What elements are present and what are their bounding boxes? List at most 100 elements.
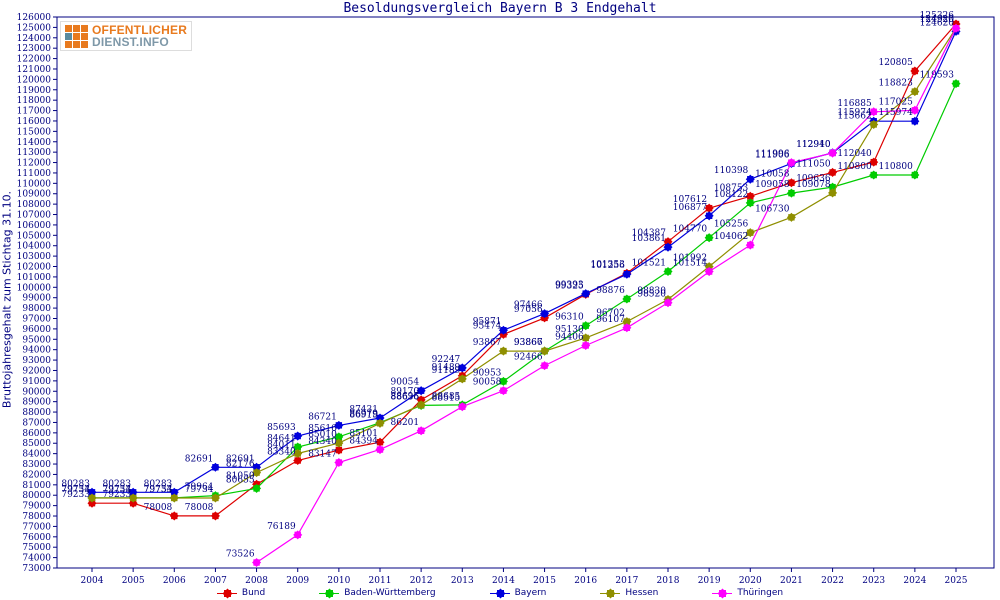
data-point-marker	[498, 346, 508, 356]
x-tick-label: 2014	[492, 576, 515, 586]
data-point-marker	[416, 386, 426, 396]
data-point-label: 81050	[226, 471, 255, 481]
data-point-marker	[828, 148, 838, 158]
data-point-label: 120805	[878, 58, 913, 68]
data-point-label: 84340	[308, 437, 337, 447]
data-point-marker	[704, 203, 714, 213]
y-tick-label: 113000	[17, 148, 52, 158]
data-point-marker	[128, 487, 138, 497]
data-point-marker	[540, 346, 550, 356]
y-tick-label: 89000	[22, 398, 51, 408]
series-line-Hessen	[92, 27, 957, 499]
data-point-label: 118823	[878, 79, 913, 89]
data-point-label: 107612	[673, 195, 707, 205]
data-point-marker	[169, 493, 179, 503]
series-line-Bund	[92, 23, 957, 517]
y-tick-label: 116000	[17, 117, 52, 127]
data-point-marker	[581, 333, 591, 343]
data-point-marker	[498, 376, 508, 386]
y-tick-label: 103000	[17, 252, 52, 262]
data-point-marker	[622, 323, 632, 333]
y-tick-label: 76000	[22, 533, 51, 543]
x-tick-label: 2012	[410, 576, 433, 586]
data-point-label: 119593	[920, 71, 955, 81]
data-point-label: 110398	[714, 166, 749, 176]
data-point-marker	[910, 105, 920, 115]
data-point-label: 112910	[796, 140, 831, 150]
data-point-marker	[293, 442, 303, 452]
y-tick-label: 88000	[22, 408, 51, 418]
x-tick-label: 2017	[615, 576, 638, 586]
chart-legend: Bund Baden-Württemberg Bayern Hessen Thüring…	[0, 588, 1000, 598]
legend-marker-icon	[216, 588, 237, 598]
x-tick-label: 2008	[245, 576, 268, 586]
data-point-label: 91189	[432, 366, 461, 376]
data-point-label: 112940	[796, 140, 831, 150]
data-point-label: 111050	[796, 159, 831, 169]
data-point-label: 115974	[837, 108, 872, 118]
y-tick-label: 84000	[22, 450, 51, 460]
data-point-label: 88685	[432, 392, 461, 402]
data-point-label: 110800	[837, 162, 872, 172]
series-line-Bayern	[92, 31, 957, 493]
data-point-marker	[457, 363, 467, 373]
data-point-label: 99393	[555, 281, 584, 291]
data-point-label: 86721	[308, 412, 337, 422]
y-tick-label: 117000	[17, 107, 52, 117]
data-point-label: 115974	[878, 108, 913, 118]
data-point-label: 91489	[432, 363, 461, 373]
logo-text-line1: OFFENTLICHER	[92, 23, 188, 37]
data-point-label: 79753	[144, 485, 173, 495]
data-point-label: 105256	[714, 220, 749, 230]
y-tick-label: 106000	[17, 221, 52, 231]
data-point-marker	[457, 402, 467, 412]
data-point-marker	[210, 462, 220, 472]
data-point-marker	[704, 267, 714, 277]
y-tick-label: 125000	[17, 23, 52, 33]
series-line-Thüringen	[256, 27, 957, 563]
data-point-marker	[375, 437, 385, 447]
y-tick-label: 100000	[17, 283, 52, 293]
legend-item-Bayern: Bayern	[489, 588, 546, 598]
data-point-marker	[293, 431, 303, 441]
y-tick-label: 92000	[22, 366, 51, 376]
y-tick-label: 87000	[22, 418, 51, 428]
data-point-marker	[745, 240, 755, 250]
y-tick-label: 81000	[22, 481, 51, 491]
data-point-label: 86201	[391, 418, 420, 428]
data-point-label: 108122	[714, 190, 748, 200]
data-point-label: 93867	[473, 338, 502, 348]
data-point-marker	[622, 317, 632, 327]
data-point-label: 97056	[514, 305, 543, 315]
data-point-marker	[828, 167, 838, 177]
data-point-marker	[869, 107, 879, 117]
data-point-label: 97466	[514, 301, 543, 311]
chart-title: Besoldungsvergleich Bayern B 3 Endgehalt	[343, 1, 657, 16]
data-point-label: 79964	[185, 483, 214, 493]
y-tick-label: 122000	[17, 55, 52, 65]
data-point-label: 79734	[185, 485, 214, 495]
y-tick-label: 93000	[22, 356, 51, 366]
data-point-marker	[663, 298, 673, 308]
x-tick-label: 2016	[574, 576, 597, 586]
data-point-label: 112040	[837, 149, 872, 159]
data-point-label: 95871	[473, 317, 502, 327]
y-tick-label: 79000	[22, 502, 51, 512]
legend-item-Thüringen: Thüringen	[712, 588, 783, 598]
data-point-marker	[581, 340, 591, 350]
data-point-label: 117025	[878, 97, 913, 107]
y-tick-label: 95000	[22, 335, 51, 345]
data-point-label: 86979	[349, 410, 378, 420]
logo-squares-icon	[65, 24, 88, 48]
data-point-label: 80655	[226, 475, 255, 485]
site-logo[interactable]: OFFENTLICHER DIENST.INFO	[60, 21, 193, 51]
x-tick-label: 2005	[122, 576, 145, 586]
y-tick-label: 107000	[17, 211, 52, 221]
x-tick-label: 2009	[286, 576, 309, 586]
data-point-marker	[334, 445, 344, 455]
data-point-label: 104770	[673, 225, 708, 235]
x-tick-label: 2018	[657, 576, 680, 586]
data-point-marker	[87, 487, 97, 497]
data-point-marker	[457, 374, 467, 384]
data-point-marker	[210, 511, 220, 521]
